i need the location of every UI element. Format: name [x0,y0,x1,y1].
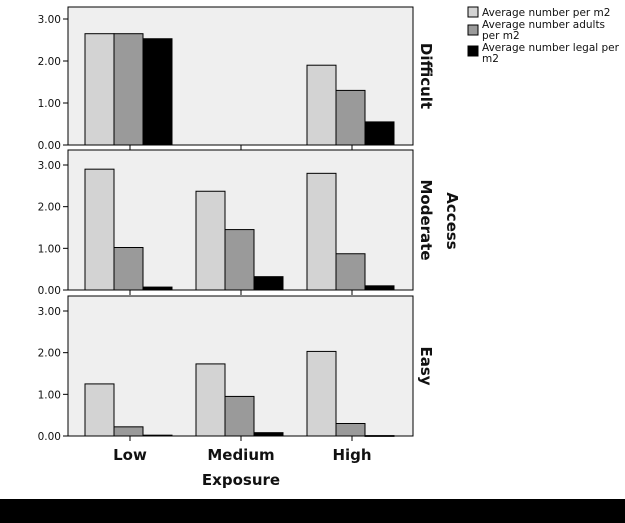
x-tick-label: High [332,446,371,464]
bar [224,395,255,437]
bar [113,426,144,437]
bar [335,253,366,291]
legend: Average number per m2 Average number adu… [467,6,620,65]
bar [142,286,173,291]
bar [335,423,366,437]
y-tick-label: 1.00 [38,389,61,401]
legend-swatch [467,24,479,36]
y-tick-label: 1.00 [38,243,61,255]
legend-label: per m2 [482,30,520,42]
x-tick-label: Medium [207,446,274,464]
bar [195,190,226,291]
legend-swatch [467,45,479,57]
chart-panels: 0.00 1.00 2.00 3.00 Difficult 0.00 1.00 2.00 3.0… [38,6,435,443]
y-tick-label: 2.00 [38,348,61,360]
panel-label: Easy [417,346,435,385]
legend-label: Average number legal per [482,42,620,54]
panel: 0.00 1.00 2.00 3.00 Moderate [38,149,435,297]
bar [364,435,395,437]
y-tick-label: 3.00 [38,14,61,26]
y-tick-label: 0.00 [38,431,61,443]
bar [142,38,173,146]
legend-label: Average number per m2 [482,7,610,19]
y-tick-label: 2.00 [38,56,61,68]
bar [84,383,115,437]
y-tick-label: 3.00 [38,306,61,318]
bar [84,168,115,291]
y-tick-label: 3.00 [38,160,61,172]
panel: 0.00 1.00 2.00 3.00 Difficult [38,6,435,152]
x-tick-label: Low [113,446,147,464]
bar [84,33,115,146]
legend-label: m2 [482,53,499,65]
panel-label: Difficult [417,43,435,109]
bar [364,285,395,291]
bar [195,363,226,437]
bar [224,229,255,291]
panel-label: Moderate [417,179,435,260]
bar [306,172,337,291]
bar [253,432,284,437]
y-tick-label: 0.00 [38,285,61,297]
y-tick-label: 2.00 [38,202,61,214]
bar [306,64,337,146]
x-axis-title: Exposure [202,471,280,489]
panel: 0.00 1.00 2.00 3.00 Easy [38,295,435,443]
facet-title: Access [443,192,461,249]
bar [364,121,395,146]
legend-swatch [467,6,479,18]
bar [306,350,337,437]
bottom-black-band [0,499,625,523]
bar [253,276,284,291]
y-tick-label: 0.00 [38,140,61,152]
bar [113,247,144,291]
y-tick-label: 1.00 [38,98,61,110]
bar [142,434,173,437]
legend-label: Average number adults [482,19,605,31]
bar [113,33,144,146]
bar [335,89,366,146]
